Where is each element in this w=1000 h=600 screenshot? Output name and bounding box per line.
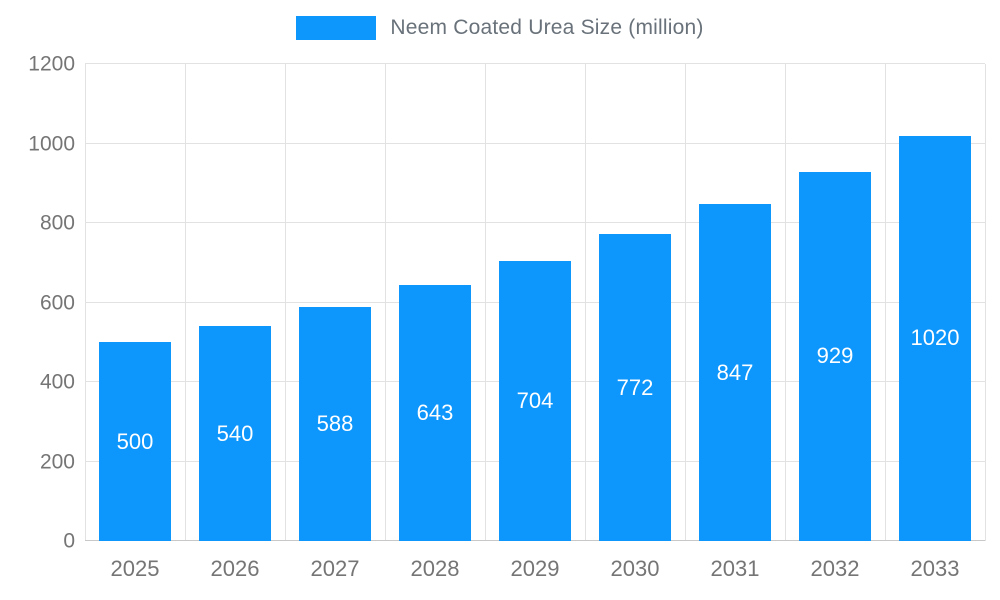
bar-value-label: 643 xyxy=(416,400,454,426)
bar-slot: 772 xyxy=(585,64,685,541)
bar-2029[interactable]: 704 xyxy=(499,261,571,541)
bar-2025[interactable]: 500 xyxy=(99,342,171,541)
vertical-gridline xyxy=(585,64,586,541)
bar-2028[interactable]: 643 xyxy=(399,285,471,541)
bar-2031[interactable]: 847 xyxy=(699,204,771,541)
bar-2032[interactable]: 929 xyxy=(799,171,871,541)
bar-2030[interactable]: 772 xyxy=(599,234,671,541)
x-tick-label: 2026 xyxy=(210,556,260,581)
legend-swatch xyxy=(296,16,377,40)
x-tick-label: 2031 xyxy=(710,556,760,581)
vertical-gridline xyxy=(684,64,686,541)
bar-value-label: 929 xyxy=(816,343,854,369)
y-tick-label: 600 xyxy=(39,291,75,314)
vertical-gridline xyxy=(384,64,386,541)
x-tick-label: 2027 xyxy=(310,556,360,581)
vertical-gridline xyxy=(985,64,986,541)
bar-2026[interactable]: 540 xyxy=(199,326,271,541)
vertical-gridline xyxy=(785,64,786,541)
bar-slot: 847 xyxy=(685,64,785,541)
y-tick-label: 1000 xyxy=(28,132,75,155)
horizontal-gridline xyxy=(85,63,985,64)
bar-value-label: 500 xyxy=(116,428,154,454)
bar-value-label: 588 xyxy=(316,411,354,437)
x-tick-label: 2033 xyxy=(910,556,960,581)
x-tick-label: 2032 xyxy=(810,556,860,581)
plot-area: 500 540 588 643 704 772 847 929 1020 xyxy=(85,63,986,541)
chart-legend[interactable]: Neem Coated Urea Size (million) xyxy=(0,16,1000,40)
y-tick-label: 800 xyxy=(39,211,75,235)
bar-slot: 1020 xyxy=(885,64,985,541)
bar-slot: 540 xyxy=(185,64,285,541)
y-tick-label: 400 xyxy=(39,370,75,394)
x-tick-label: 2025 xyxy=(110,556,160,581)
vertical-gridline xyxy=(885,64,886,541)
bar-2027[interactable]: 588 xyxy=(299,307,371,541)
bar-value-label: 540 xyxy=(216,420,254,446)
bar-value-label: 772 xyxy=(616,374,654,400)
bar-value-label: 1020 xyxy=(910,325,960,351)
y-tick-label: 1200 xyxy=(28,52,75,76)
horizontal-gridline xyxy=(85,142,985,144)
bar-slot: 500 xyxy=(85,64,185,541)
legend-label: Neem Coated Urea Size (million) xyxy=(390,16,704,39)
bar-slot: 643 xyxy=(385,64,485,541)
x-tick-label: 2028 xyxy=(410,556,460,581)
x-tick-label: 2030 xyxy=(610,556,660,581)
vertical-gridline xyxy=(285,64,286,541)
y-tick-label: 0 xyxy=(63,529,75,553)
horizontal-gridline xyxy=(85,222,985,224)
bar-slot: 704 xyxy=(485,64,585,541)
vertical-gridline xyxy=(485,64,486,541)
bar-value-label: 847 xyxy=(716,359,754,385)
vertical-gridline xyxy=(185,64,186,541)
bar-slot: 929 xyxy=(785,64,885,541)
y-tick-label: 200 xyxy=(39,450,75,474)
x-tick-label: 2029 xyxy=(510,556,560,581)
bars-group: 500 540 588 643 704 772 847 929 1020 xyxy=(85,64,985,541)
x-axis: 2025 2026 2027 2028 2029 2030 2031 2032 2033 xyxy=(85,548,985,588)
vertical-gridline xyxy=(85,64,86,541)
bar-value-label: 704 xyxy=(516,388,554,414)
bar-2033[interactable]: 1020 xyxy=(899,135,971,541)
bar-slot: 588 xyxy=(285,64,385,541)
y-axis: 0 200 400 600 800 1000 1200 xyxy=(0,54,75,552)
